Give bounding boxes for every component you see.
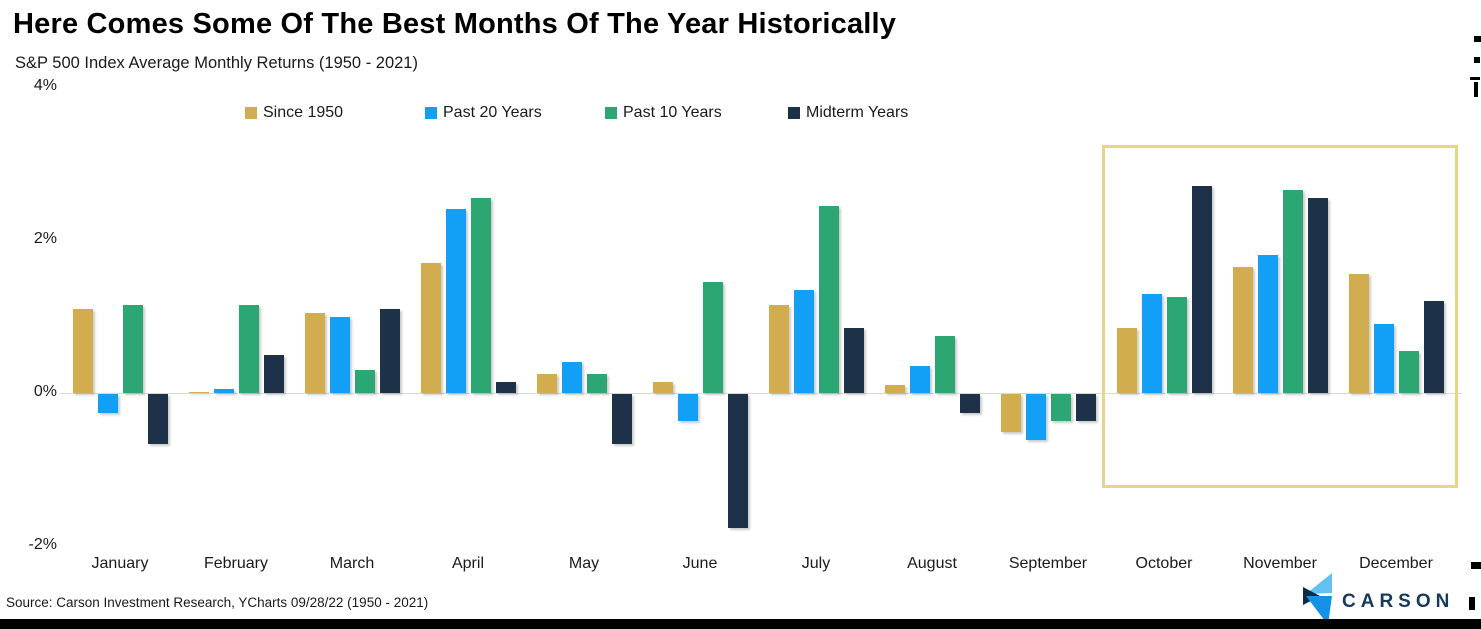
legend-label: Since 1950 xyxy=(263,104,344,121)
bar-navy-january xyxy=(147,394,168,444)
legend-item: Midterm Years xyxy=(788,104,908,122)
source-caption: Source: Carson Investment Research, YCha… xyxy=(6,595,429,610)
bar-gold-may xyxy=(536,373,557,393)
screenshot-edge-artifact xyxy=(1469,597,1475,610)
bar-green-january xyxy=(122,305,143,393)
bar-navy-december xyxy=(1423,301,1444,393)
bar-navy-november xyxy=(1307,197,1328,393)
bar-green-april xyxy=(470,197,491,393)
bar-navy-september xyxy=(1075,394,1096,421)
screenshot-edge-artifact xyxy=(1470,77,1480,80)
x-axis-month-label: June xyxy=(682,555,718,572)
bar-gold-october xyxy=(1116,327,1137,393)
bar-green-november xyxy=(1282,190,1303,393)
bar-blue-january xyxy=(97,394,118,414)
bar-blue-may xyxy=(561,362,582,393)
bar-green-july xyxy=(818,205,839,393)
x-axis-month-label: November xyxy=(1243,555,1317,572)
bar-navy-march xyxy=(379,308,400,393)
bar-gold-april xyxy=(420,262,441,393)
bar-green-august xyxy=(934,335,955,393)
bar-green-december xyxy=(1398,350,1419,393)
x-axis-month-label: February xyxy=(203,555,269,572)
oct-nov-dec-highlight-box xyxy=(1102,145,1458,488)
bar-blue-july xyxy=(793,289,814,393)
bar-blue-august xyxy=(909,366,930,393)
y-axis-tick-label: -2% xyxy=(28,536,57,553)
chart-subtitle: S&P 500 Index Average Monthly Returns (1… xyxy=(15,54,418,72)
bar-gold-august xyxy=(884,385,905,393)
bar-green-february xyxy=(238,305,259,393)
bar-green-march xyxy=(354,370,375,393)
bar-blue-march xyxy=(329,316,350,393)
zero-axis-line xyxy=(60,393,1462,394)
y-axis-tick-label: 2% xyxy=(33,230,57,247)
legend-swatch-icon xyxy=(788,107,800,119)
x-axis-month-label: April xyxy=(451,555,484,572)
bar-navy-october xyxy=(1191,186,1212,393)
bar-navy-february xyxy=(263,354,284,393)
bar-green-september xyxy=(1050,394,1071,421)
legend-item: Past 10 Years xyxy=(605,104,722,122)
legend-label: Past 10 Years xyxy=(623,104,722,121)
legend-label: Midterm Years xyxy=(806,104,909,121)
bar-blue-november xyxy=(1257,255,1278,393)
bar-gold-december xyxy=(1348,274,1369,393)
bar-blue-september xyxy=(1025,394,1046,440)
carson-logo-mark-icon xyxy=(1303,573,1332,625)
screenshot-edge-artifact xyxy=(1474,82,1478,97)
bar-green-october xyxy=(1166,297,1187,393)
x-axis-month-label: May xyxy=(568,555,600,572)
x-axis-month-label: January xyxy=(91,555,149,572)
bar-green-may xyxy=(586,373,607,393)
bottom-black-bar xyxy=(0,619,1481,629)
carson-logo: CARSON xyxy=(1303,573,1463,625)
legend-item: Since 1950 xyxy=(245,104,343,122)
carson-logo-text: CARSON xyxy=(1342,591,1455,612)
x-axis-month-label: August xyxy=(907,555,957,572)
y-axis-tick-label: 0% xyxy=(33,383,57,400)
x-axis-month-label: July xyxy=(801,555,831,572)
bar-green-june xyxy=(702,282,723,393)
bar-blue-april xyxy=(445,209,466,393)
bar-blue-december xyxy=(1373,324,1394,393)
bar-blue-june xyxy=(677,394,698,421)
bar-blue-october xyxy=(1141,293,1162,393)
bar-gold-september xyxy=(1000,394,1021,433)
bar-navy-july xyxy=(843,327,864,393)
screenshot-edge-artifact xyxy=(1474,57,1480,63)
screenshot-edge-artifact xyxy=(1474,36,1481,42)
bar-blue-february xyxy=(213,389,234,393)
bar-gold-march xyxy=(304,312,325,393)
legend-swatch-icon xyxy=(425,107,437,119)
page-title: Here Comes Some Of The Best Months Of Th… xyxy=(13,8,897,40)
screenshot-edge-artifact xyxy=(1471,562,1481,569)
bar-gold-july xyxy=(768,305,789,393)
legend-label: Past 20 Years xyxy=(443,104,542,121)
bar-navy-april xyxy=(495,381,516,393)
bar-gold-february xyxy=(188,391,209,393)
x-axis-month-label: December xyxy=(1359,555,1433,572)
legend-swatch-icon xyxy=(245,107,257,119)
legend-swatch-icon xyxy=(605,107,617,119)
bar-navy-august xyxy=(959,394,980,414)
bar-navy-june xyxy=(727,394,748,528)
bar-gold-november xyxy=(1232,266,1253,393)
bar-navy-may xyxy=(611,394,632,444)
x-axis-month-label: September xyxy=(1008,555,1088,572)
legend-item: Past 20 Years xyxy=(425,104,542,122)
y-axis-tick-label: 4% xyxy=(33,77,57,94)
bar-gold-january xyxy=(72,308,93,393)
x-axis-month-label: March xyxy=(329,555,375,572)
bar-gold-june xyxy=(652,381,673,393)
x-axis-month-label: October xyxy=(1135,555,1193,572)
